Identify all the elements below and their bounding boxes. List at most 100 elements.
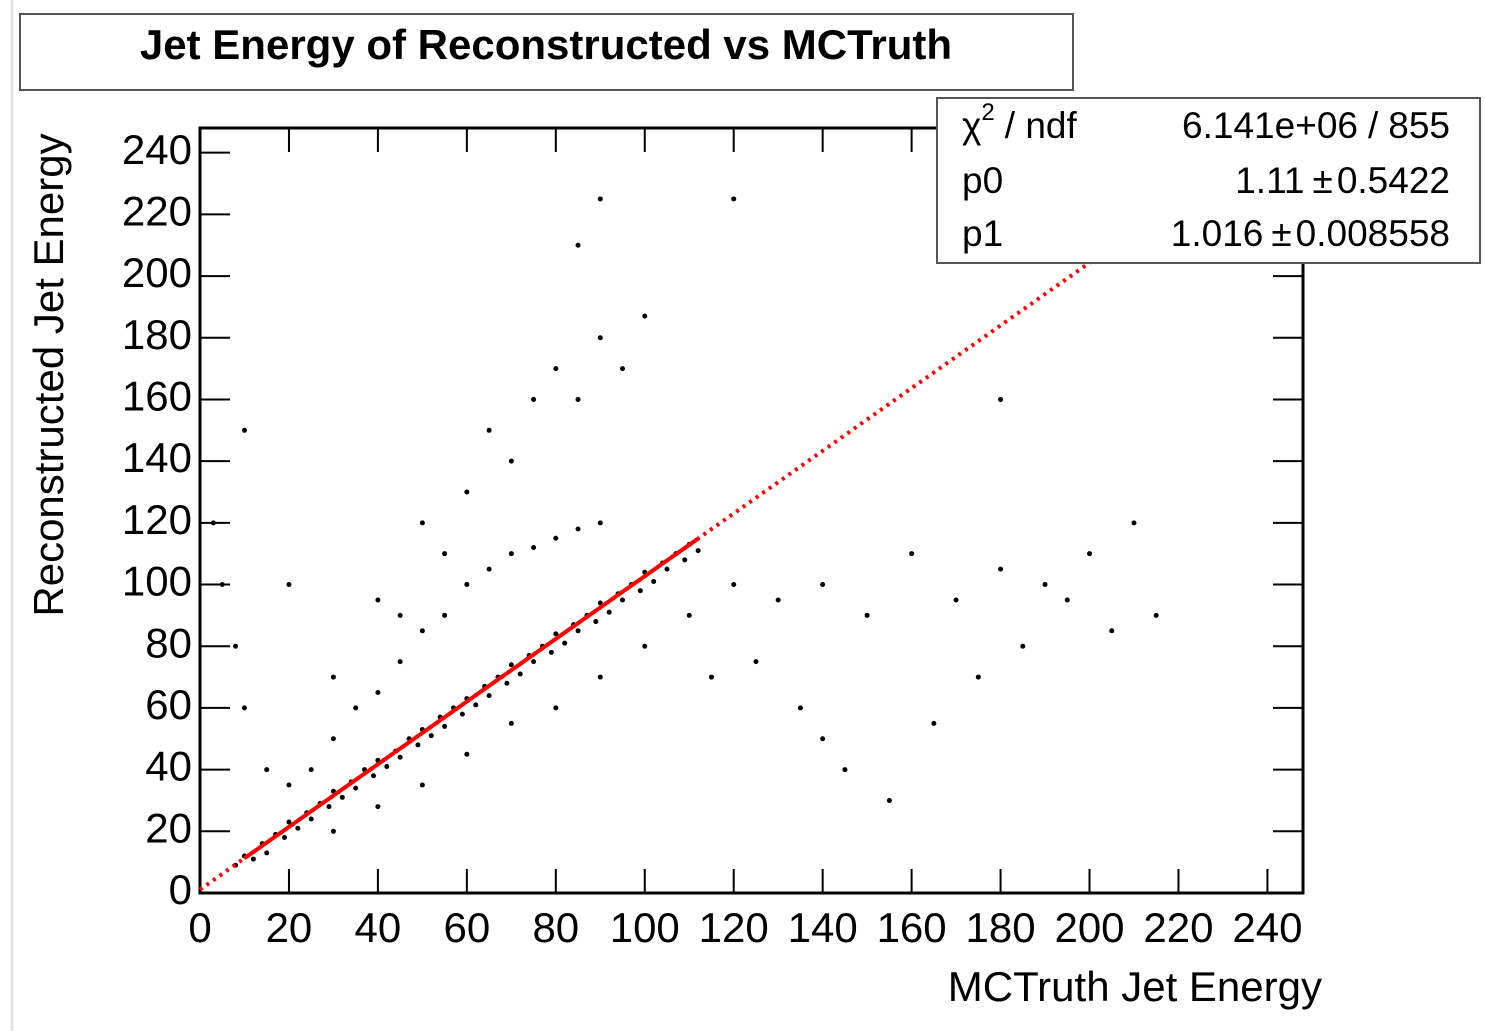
data-point [504,680,510,686]
x-tick-label: 220 [1143,904,1213,951]
x-tick-label: 240 [1232,904,1302,951]
stats-text: 855 [1388,105,1450,146]
data-point [339,794,345,800]
data-point [419,628,425,634]
data-point [1087,551,1093,557]
data-point [553,535,559,541]
data-point [375,804,381,810]
data-point [508,662,514,668]
data-point [553,366,559,372]
y-tick-label: 60 [145,681,192,728]
data-point [731,582,737,588]
y-tick-label: 80 [145,619,192,666]
data-point [531,659,537,665]
data-point [931,720,937,726]
data-point [797,705,803,711]
x-tick-label: 60 [443,904,490,951]
data-point [637,588,643,594]
data-point [415,742,421,748]
data-point [384,764,390,770]
data-point [330,736,336,742]
data-point [708,674,714,680]
data-point [886,797,892,803]
y-tick-label: 0 [169,866,192,913]
data-point [241,705,247,711]
data-point [442,723,448,729]
data-point [397,754,403,760]
data-point [326,804,332,810]
data-point [419,520,425,526]
data-point [731,196,737,202]
data-point [330,828,336,834]
data-point [998,396,1004,402]
data-point [642,643,648,649]
x-tick-label: 40 [355,904,402,951]
data-point [286,819,292,825]
data-point [210,520,216,526]
data-point [695,548,701,554]
data-point [419,782,425,788]
data-point [651,578,657,584]
data-point [517,671,523,677]
data-point [548,649,554,655]
data-point [233,643,239,649]
stats-text: 2 [981,99,994,126]
x-tick-label: 180 [966,904,1036,951]
data-point [593,619,599,625]
y-tick-label: 40 [145,743,192,790]
chart-title: Jet Energy of Reconstructed vs MCTruth [140,21,952,68]
data-point [597,335,603,341]
x-tick-label: 0 [188,904,211,951]
stats-text: / [1368,105,1379,146]
data-point [664,566,670,572]
data-point [606,609,612,615]
data-point [909,551,915,557]
stats-value: 1.11 ±0.5422 [1235,160,1450,201]
data-point [1064,597,1070,603]
data-point [428,733,434,739]
title-box [19,13,1074,91]
stats-text: 0.5422 [1337,160,1450,201]
data-point [264,850,270,856]
data-point [330,674,336,680]
y-tick-label: 140 [122,434,192,481]
data-point [575,396,581,402]
stats-text: ± [1313,160,1333,201]
data-point [575,242,581,248]
x-tick-label: 80 [532,904,579,951]
data-point [508,458,514,464]
stats-text: 1.11 [1235,160,1304,201]
data-point [575,526,581,532]
data-point [775,597,781,603]
stats-text: 1.016 [1171,213,1264,254]
data-point [308,767,314,773]
data-point [286,782,292,788]
data-point [250,856,256,862]
data-point [397,659,403,665]
stats-value: 1.016 ±0.008558 [1171,213,1450,254]
data-point [442,551,448,557]
data-point [508,720,514,726]
data-point [375,689,381,695]
x-tick-label: 140 [788,904,858,951]
x-axis-label: MCTruth Jet Energy [948,963,1322,1010]
y-tick-label: 240 [122,126,192,173]
data-point [370,773,376,779]
stats-text: 6.141e+06 [1182,105,1358,146]
data-point [486,566,492,572]
data-point [642,313,648,319]
stats-label: p1 [962,213,1003,254]
stats-text: / ndf [1005,105,1078,146]
data-point [820,736,826,742]
data-point [575,628,581,634]
data-point [286,582,292,588]
data-point [1131,520,1137,526]
stats-text: χ [962,105,981,146]
fit-line [243,536,700,860]
data-point [753,659,759,665]
data-point [397,612,403,618]
data-point [682,557,688,563]
y-tick-label: 180 [122,311,192,358]
